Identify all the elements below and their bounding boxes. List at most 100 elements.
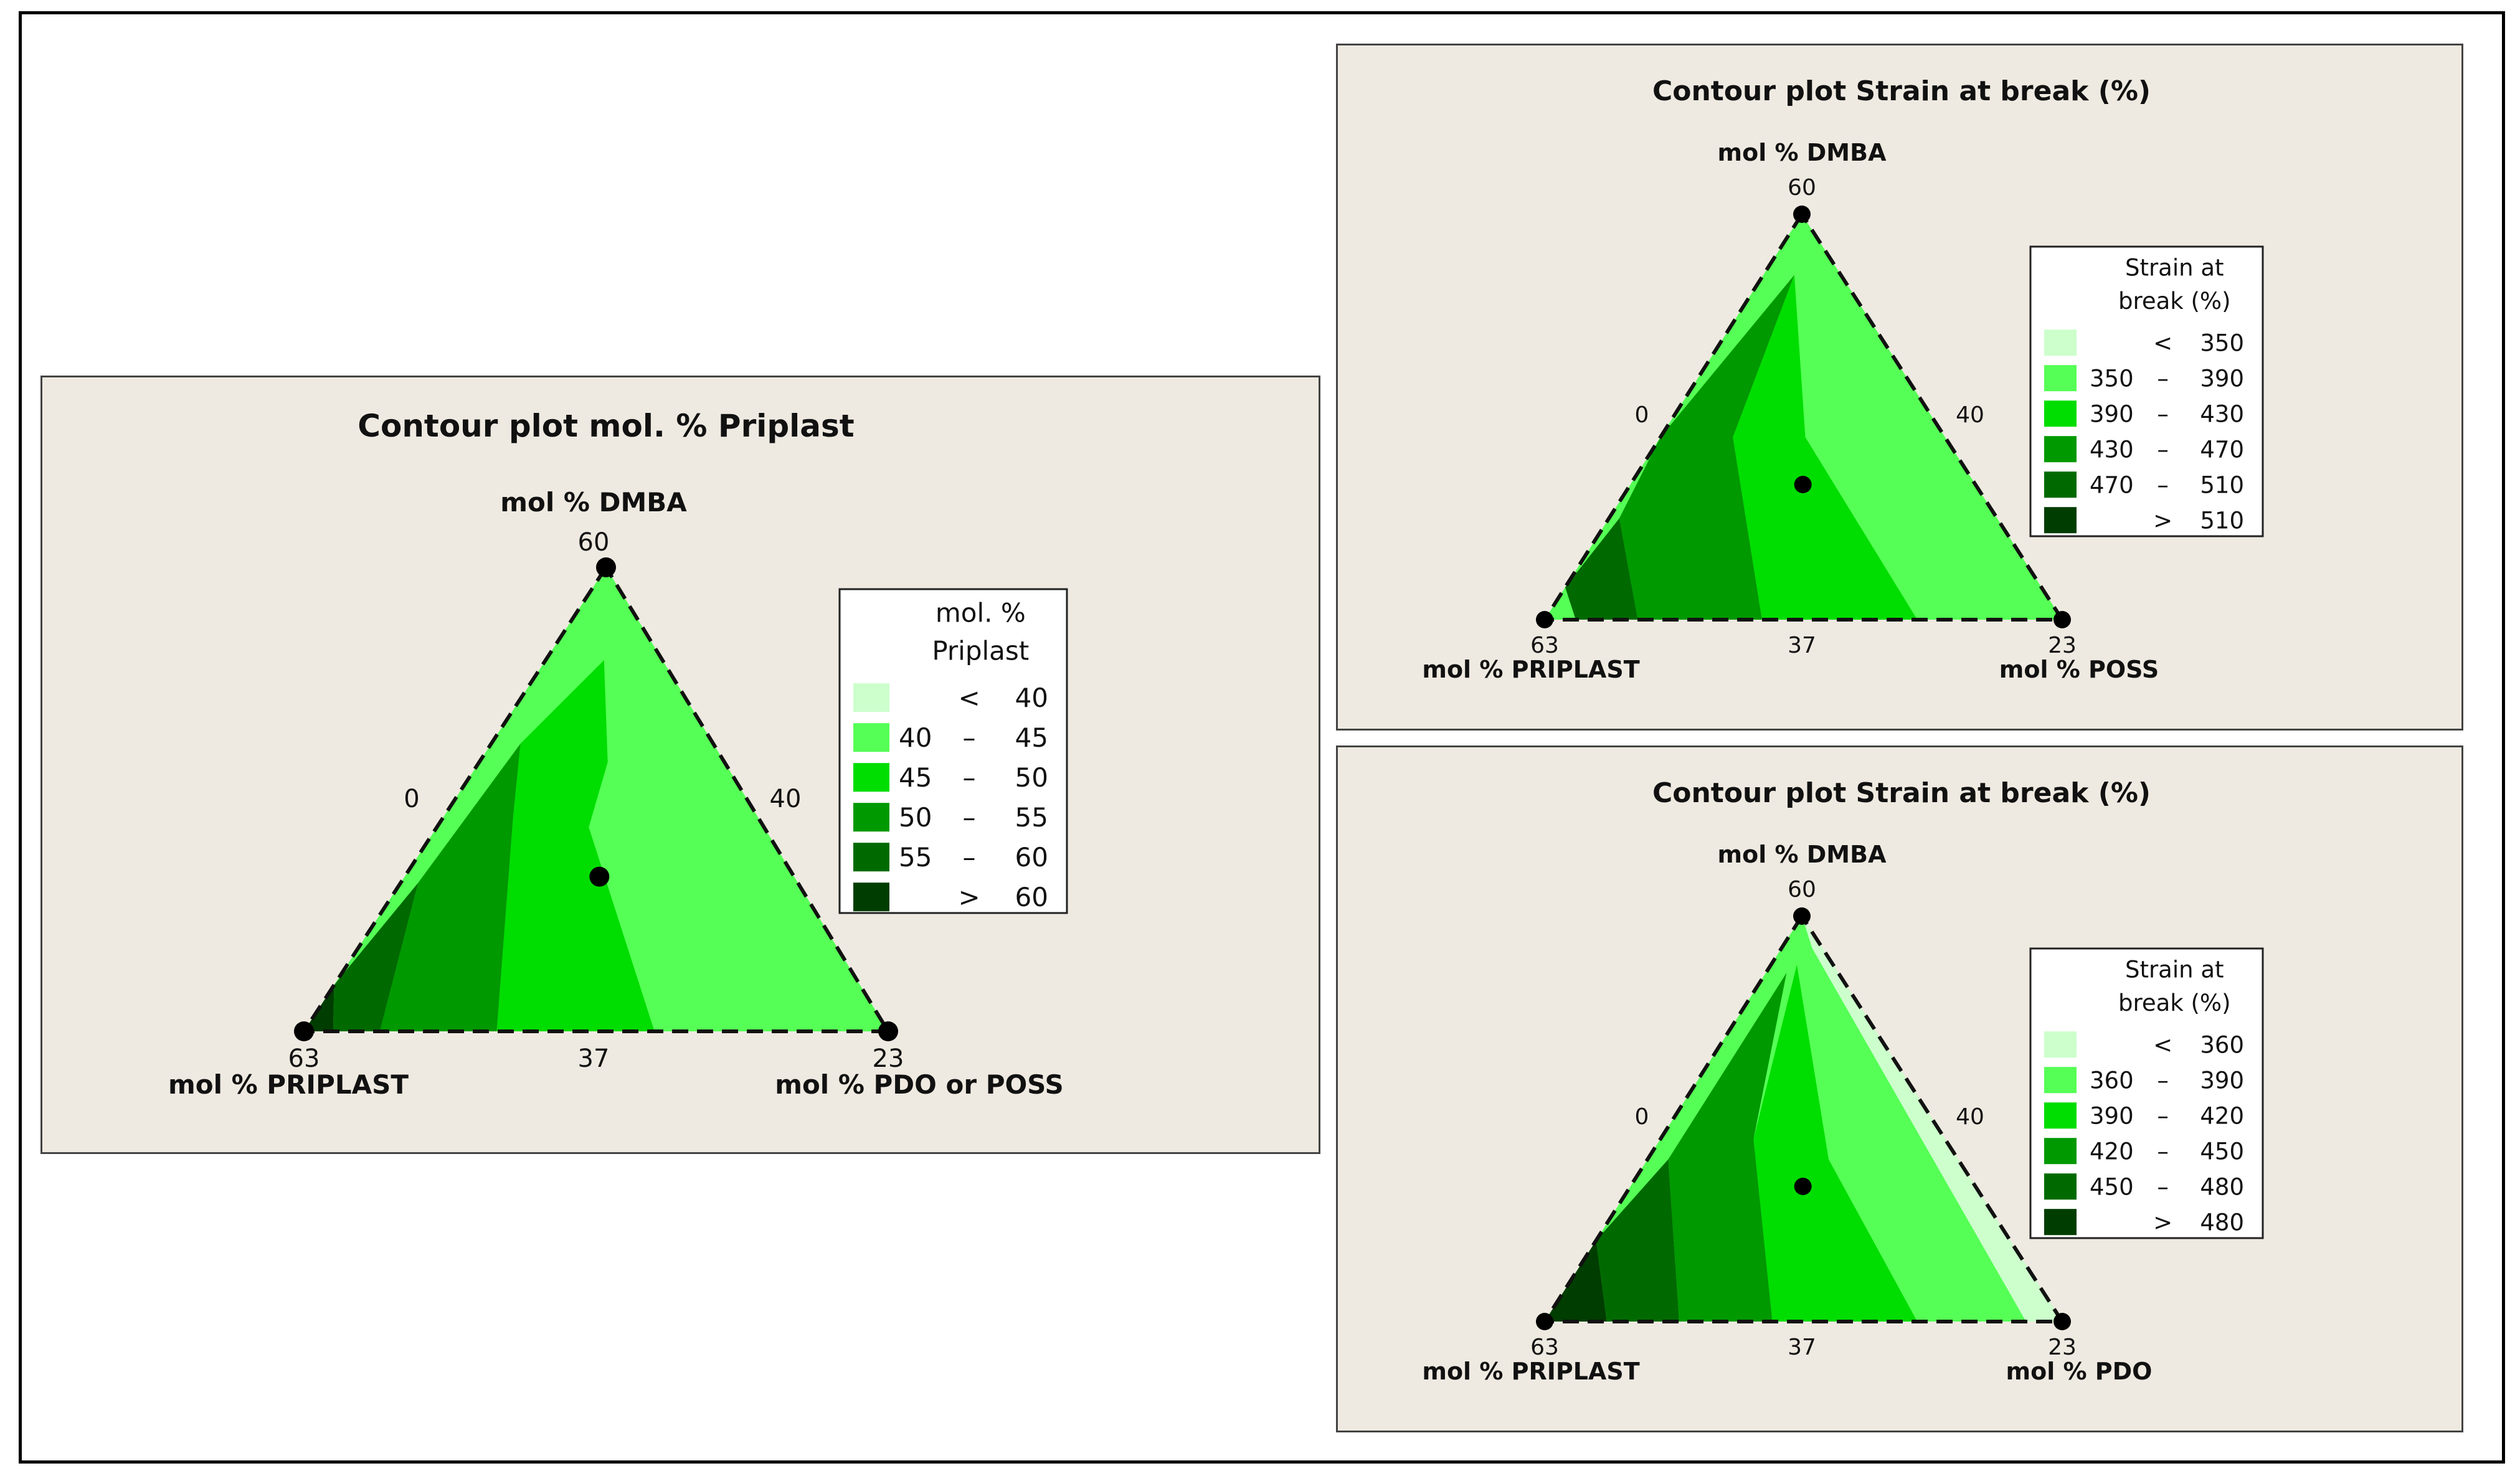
axis-label-top: mol % DMBA: [500, 487, 687, 518]
legend-range-high: 50: [1015, 762, 1048, 793]
legend-range-low: 390: [2090, 401, 2134, 428]
contour-band: [589, 567, 888, 1031]
contour-band: [1733, 275, 1918, 620]
vertex-point: [294, 1021, 314, 1041]
tick-label: 37: [1788, 1335, 1816, 1360]
contour-band: [1545, 1240, 1607, 1322]
legend-swatch: [2044, 365, 2077, 392]
ternary-plot: Contour plot Strain at break (%) mol % DM…: [1422, 777, 2264, 1385]
tick-label: 23: [2048, 1335, 2077, 1360]
legend-title: break (%): [2118, 990, 2231, 1016]
legend-range-symbol: –: [2157, 472, 2169, 499]
vertex-point: [878, 1021, 898, 1041]
legend-swatch: [853, 843, 889, 872]
axis-label-right: mol % PDO or POSS: [775, 1069, 1064, 1100]
tick-label: 37: [578, 1044, 610, 1073]
legend-range-low: 50: [899, 802, 932, 833]
axis-label-top: mol % DMBA: [1718, 139, 1887, 166]
axis-label-right: mol % POSS: [1999, 656, 2159, 683]
tick-label: 63: [288, 1044, 320, 1073]
tick-label: 37: [1788, 633, 1816, 658]
vertex-point: [1536, 1313, 1553, 1330]
figure-frame: [19, 11, 2505, 1464]
ternary-plot: Contour plot Strain at break (%) mol % DM…: [1422, 75, 2264, 683]
triangle-outline: [300, 564, 892, 1033]
legend-range-low: 40: [899, 722, 932, 753]
axis-label-top: mol % DMBA: [1718, 841, 1887, 868]
legend-range-symbol: –: [2157, 1138, 2169, 1165]
legend-range-low: 360: [2090, 1067, 2134, 1094]
legend-range-symbol: –: [963, 722, 976, 753]
axis-label-left: mol % PRIPLAST: [1422, 1358, 1639, 1385]
panel-priplast: Contour plot mol. % Priplast mol % DMBA 60…: [40, 376, 1320, 1154]
legend-range-high: 60: [1015, 882, 1048, 912]
chart-title: Contour plot Strain at break (%): [1652, 75, 2151, 107]
design-point: [589, 866, 610, 887]
contour-band: [1596, 1159, 1680, 1322]
contour-band: [1668, 973, 1787, 1322]
legend-swatch: [853, 723, 889, 752]
legend-range-high: 480: [2200, 1174, 2244, 1201]
legend-range-symbol: –: [963, 762, 976, 793]
triangle-outline: [1541, 912, 2066, 1323]
contour-band: [1802, 949, 2026, 1322]
axis-label-right: mol % PDO: [2006, 1358, 2153, 1385]
vertex-point: [2053, 1313, 2071, 1330]
legend-range-low: 390: [2090, 1103, 2134, 1130]
legend-range-low: 450: [2090, 1174, 2134, 1201]
chart-title: Contour plot mol. % Priplast: [358, 408, 854, 444]
tick-label: 40: [1956, 402, 1984, 428]
tick-label: 63: [1530, 633, 1559, 658]
design-point: [1794, 1178, 1812, 1195]
legend-swatch: [853, 683, 889, 712]
legend-range-symbol: –: [2157, 437, 2169, 463]
tick-label: 60: [1788, 175, 1816, 201]
contour-band: [333, 882, 419, 1031]
tick-label: 40: [770, 785, 802, 813]
legend-title: Priplast: [932, 635, 1029, 666]
vertex-point: [1793, 907, 1811, 925]
legend-range-low: 350: [2090, 366, 2134, 392]
axis-label-left: mol % PRIPLAST: [1422, 656, 1639, 683]
legend-range-symbol: >: [2153, 508, 2172, 534]
legend-range-high: 390: [2200, 366, 2244, 392]
contour-band: [1565, 518, 1638, 620]
legend-title: mol. %: [936, 598, 1026, 628]
ternary-plot: Contour plot mol. % Priplast mol % DMBA 60…: [168, 408, 1068, 1100]
tick-label: 60: [1788, 877, 1816, 902]
tick-label: 63: [1530, 1335, 1559, 1360]
contour-band: [1753, 965, 1918, 1322]
legend-range-high: 510: [2200, 472, 2244, 499]
legend-range-low: 430: [2090, 437, 2134, 463]
contour-band: [1791, 230, 2062, 620]
legend-range-high: 480: [2200, 1209, 2244, 1236]
chart-title: Contour plot Strain at break (%): [1652, 777, 2151, 809]
legend-range-high: 45: [1015, 722, 1048, 753]
legend-swatch: [853, 803, 889, 832]
legend-range-low: 45: [899, 762, 932, 793]
legend-range-symbol: <: [2153, 330, 2172, 357]
legend-range-symbol: <: [2153, 1032, 2172, 1059]
legend-swatch: [853, 882, 889, 912]
contour-band: [1619, 275, 1794, 620]
tick-label: 0: [1635, 402, 1649, 428]
legend-swatch: [2044, 1173, 2077, 1200]
tick-label: 0: [404, 785, 419, 813]
legend-swatch: [2044, 400, 2077, 427]
tick-label: 23: [873, 1044, 904, 1073]
vertex-point: [1793, 206, 1811, 223]
legend-swatch: [2044, 1102, 2077, 1129]
legend-range-symbol: –: [2157, 366, 2169, 392]
legend-range-low: 420: [2090, 1138, 2134, 1165]
legend-range-high: 40: [1015, 683, 1048, 713]
legend-range-symbol: <: [958, 683, 980, 713]
legend-range-symbol: –: [2157, 1103, 2169, 1130]
legend-range-symbol: –: [2157, 1174, 2169, 1201]
legend-swatch: [2044, 436, 2077, 463]
legend-range-symbol: –: [963, 802, 976, 833]
legend-swatch: [2044, 1209, 2077, 1236]
legend-range-low: 55: [899, 842, 932, 873]
legend-range-high: 430: [2200, 401, 2244, 428]
